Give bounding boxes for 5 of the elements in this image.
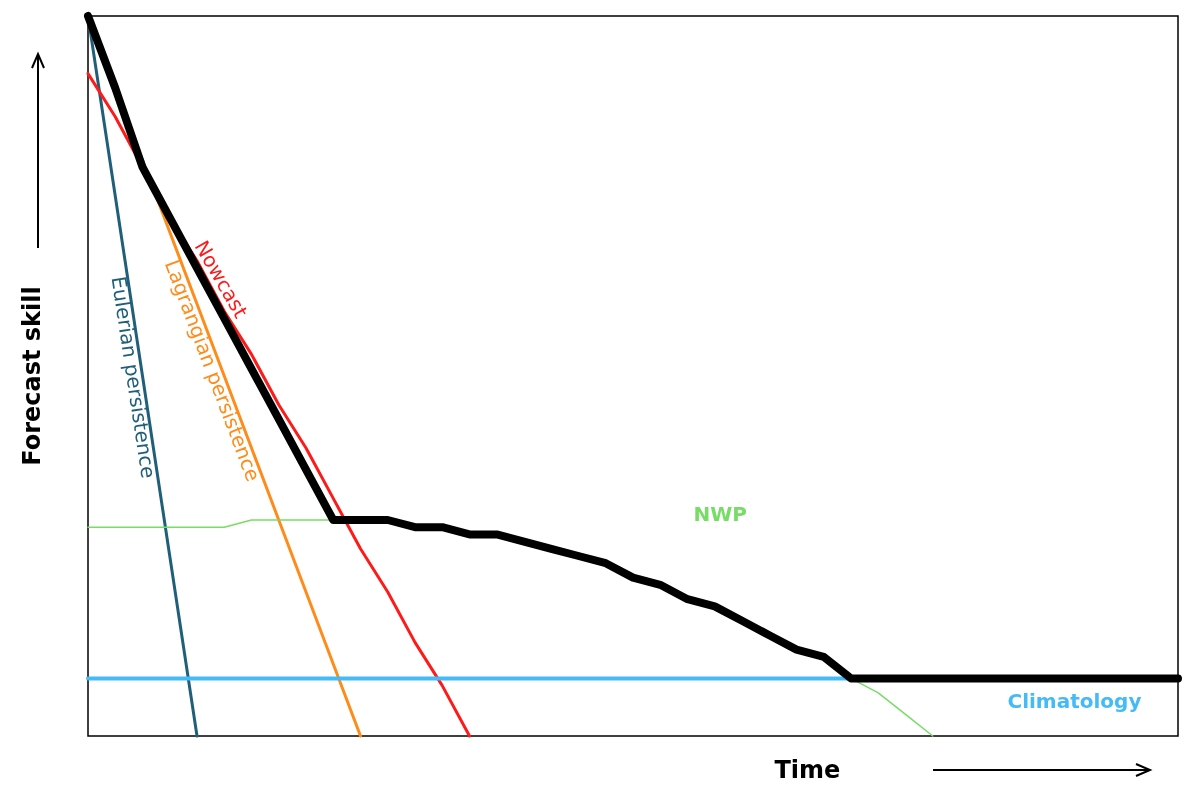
- text: Climatology: [1007, 689, 1142, 714]
- text: Eulerian persistence: [106, 274, 161, 480]
- text: NWP: [693, 502, 747, 527]
- y-axis-title: Forecast skill: [18, 286, 46, 466]
- x-axis-title: Time: [774, 756, 841, 784]
